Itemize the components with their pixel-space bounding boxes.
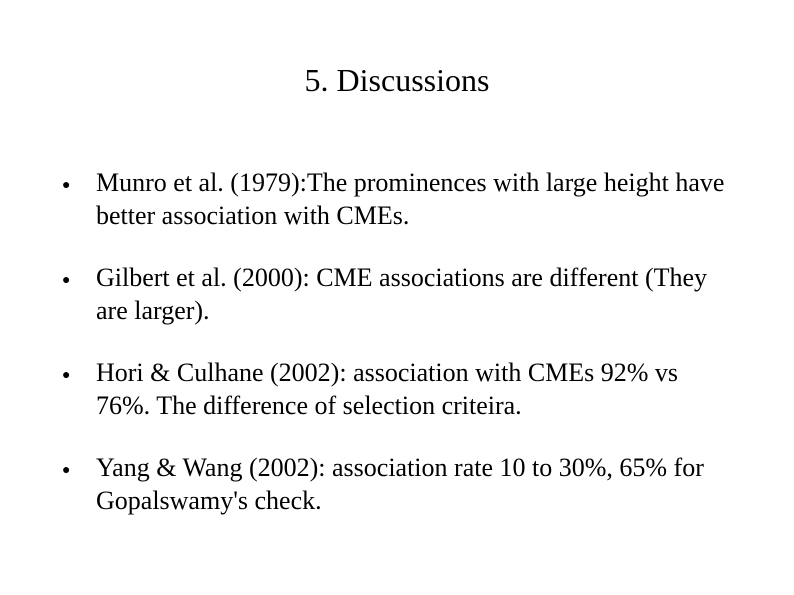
bullet-icon: ● <box>60 452 96 480</box>
slide-title: 5. Discussions <box>60 62 734 99</box>
bullet-list: ● Munro et al. (1979):The prominences wi… <box>60 167 734 517</box>
bullet-text: Munro et al. (1979):The prominences with… <box>96 167 734 232</box>
bullet-icon: ● <box>60 167 96 195</box>
list-item: ● Yang & Wang (2002): association rate 1… <box>60 452 734 517</box>
bullet-text: Hori & Culhane (2002): association with … <box>96 357 734 422</box>
bullet-text: Yang & Wang (2002): association rate 10 … <box>96 452 734 517</box>
bullet-text: Gilbert et al. (2000): CME associations … <box>96 262 734 327</box>
bullet-icon: ● <box>60 262 96 290</box>
list-item: ● Hori & Culhane (2002): association wit… <box>60 357 734 422</box>
bullet-icon: ● <box>60 357 96 385</box>
list-item: ● Munro et al. (1979):The prominences wi… <box>60 167 734 232</box>
list-item: ● Gilbert et al. (2000): CME association… <box>60 262 734 327</box>
